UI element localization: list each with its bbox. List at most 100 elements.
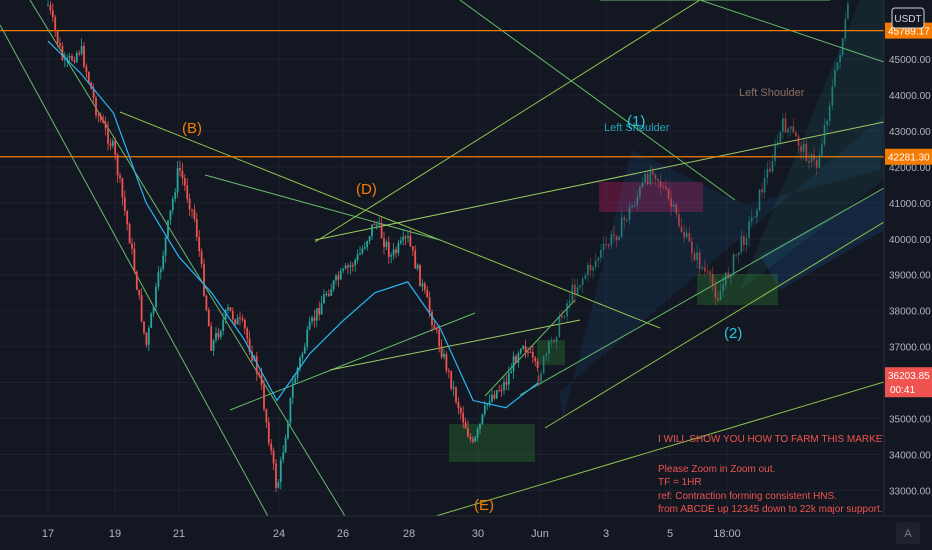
auto-scale-button[interactable] xyxy=(896,522,920,544)
annotation-line-2: Please Zoom in Zoom out. xyxy=(658,464,775,475)
projection-candle xyxy=(743,236,745,245)
candle-body xyxy=(423,283,426,290)
candle-body xyxy=(287,422,289,439)
price-tick-label: 43000.00 xyxy=(889,127,931,138)
candle-body xyxy=(507,373,510,385)
projection-candle xyxy=(740,236,743,253)
projection-candle xyxy=(587,264,589,276)
demand-zone-small xyxy=(537,340,565,365)
candle-body xyxy=(291,383,294,398)
price-tick-label: 39000.00 xyxy=(889,271,931,282)
projection-candle xyxy=(722,284,724,292)
price-tick-label: 34000.00 xyxy=(889,450,931,461)
candle-body xyxy=(171,198,174,211)
candle-body xyxy=(476,428,479,438)
candle-body xyxy=(279,459,282,483)
demand-zone-2 xyxy=(697,274,778,305)
candle-body xyxy=(452,387,455,389)
candle-body xyxy=(66,57,69,60)
projection-candle xyxy=(714,285,717,298)
candle-body xyxy=(397,243,400,253)
projection-candle xyxy=(657,179,659,181)
candle-body xyxy=(191,209,193,211)
candle-body xyxy=(438,329,441,347)
projection-candle xyxy=(688,233,691,242)
candle-body xyxy=(145,332,148,345)
projection-candle xyxy=(698,252,701,269)
candle-body xyxy=(272,450,275,464)
projection-candle xyxy=(548,341,550,355)
candle-body xyxy=(212,340,215,351)
projection-candle xyxy=(579,285,581,288)
candle-body xyxy=(383,238,385,248)
projection-candle xyxy=(831,86,834,106)
currency-badge[interactable] xyxy=(891,7,925,29)
projection-candle xyxy=(665,187,667,189)
candle-body xyxy=(63,59,66,61)
time-axis-ticks: 17 19 21 24 26 28 30 Jun 3 5 18:00 xyxy=(42,528,741,540)
candle-body xyxy=(162,255,165,270)
projection-candle xyxy=(787,128,789,133)
candle-body xyxy=(239,317,241,319)
candle-body xyxy=(462,412,465,423)
projection-candle xyxy=(644,173,646,183)
projection-candle xyxy=(727,272,730,278)
projection-candle xyxy=(735,254,737,256)
projection-candle xyxy=(649,171,652,185)
projection-candle xyxy=(610,234,613,246)
candle-body xyxy=(126,210,129,225)
projection-candle xyxy=(730,274,732,278)
candle-body xyxy=(181,170,184,179)
candle-body xyxy=(368,236,371,242)
candle-body xyxy=(284,438,287,453)
candle-body xyxy=(78,53,81,55)
candle-body xyxy=(433,325,436,330)
price-tick-label: 42000.00 xyxy=(889,163,931,174)
price-axis[interactable] xyxy=(884,0,932,516)
candle-body xyxy=(471,439,474,442)
projection-candle xyxy=(701,267,704,269)
projection-candle xyxy=(659,180,662,187)
candle-body xyxy=(236,317,239,325)
annotation-line-1: I WILL SHOW YOU HOW TO FARM THIS MARKET!… xyxy=(658,434,897,445)
projection-candle xyxy=(641,182,644,187)
projection-candle xyxy=(732,254,735,275)
candle-body xyxy=(152,307,155,314)
candle-body xyxy=(390,255,393,257)
trendline-1 xyxy=(0,24,269,516)
wave-label-2: (2) xyxy=(724,325,742,342)
candle-body xyxy=(335,275,337,281)
projection-candle xyxy=(756,210,758,217)
projection-candle xyxy=(571,284,574,301)
projection-candle xyxy=(654,174,657,180)
projection-candle xyxy=(667,188,670,199)
projection-candle xyxy=(784,118,787,133)
candle-body xyxy=(176,168,179,193)
price-tag xyxy=(885,148,932,165)
pattern-label-left-shoulder-2: Left Shoulder xyxy=(739,87,805,99)
projection-candle xyxy=(620,217,623,238)
candle-body xyxy=(486,404,489,406)
candle-body xyxy=(323,294,325,304)
wave-label-e: (E) xyxy=(474,497,494,514)
candle-body xyxy=(138,289,141,296)
projection-candle xyxy=(683,231,685,238)
candle-body xyxy=(231,311,234,320)
trendline-12 xyxy=(544,221,884,429)
candle-body xyxy=(135,271,138,290)
time-tick-label: 26 xyxy=(337,528,349,540)
projection-candle xyxy=(711,274,714,286)
price-tick-label: 38000.00 xyxy=(889,307,931,318)
projection-candle xyxy=(592,266,594,271)
candle-body xyxy=(416,264,419,269)
time-axis[interactable] xyxy=(0,516,884,550)
candle-body xyxy=(159,269,162,273)
candle-body xyxy=(481,414,484,424)
candle-body xyxy=(224,309,227,320)
candle-body xyxy=(495,390,498,399)
candle-body xyxy=(215,332,217,341)
candle-body xyxy=(380,223,383,239)
projection-candle xyxy=(709,271,711,275)
candle-body xyxy=(361,248,364,254)
